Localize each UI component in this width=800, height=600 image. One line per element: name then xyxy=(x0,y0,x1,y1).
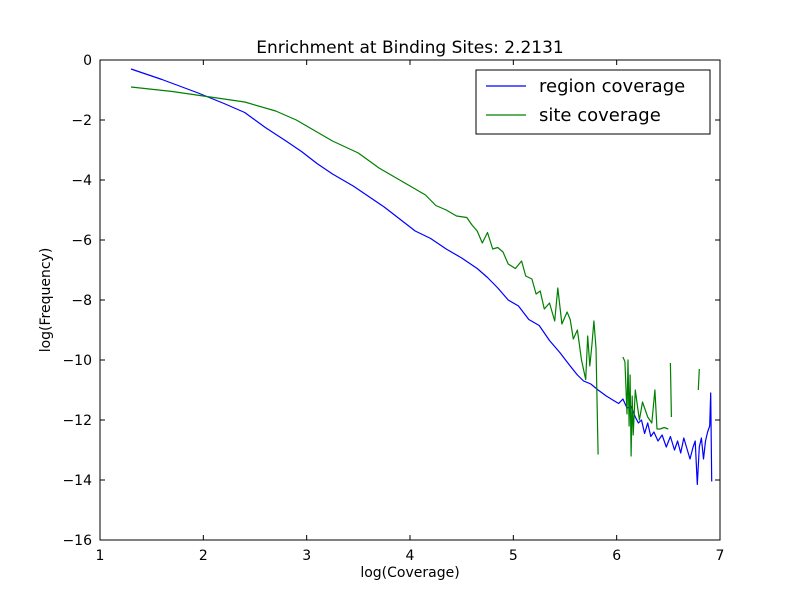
series-layer xyxy=(130,68,713,486)
y-tick-label: −2 xyxy=(71,113,92,129)
series-line-site-coverage-segment-2 xyxy=(669,362,672,418)
legend-box xyxy=(475,69,711,135)
y-tick-label: −10 xyxy=(62,353,92,369)
plot-area: 1 2 3 4 5 6 7 0 −2 −4 −6 −8 −10 −12 −14 −16 xyxy=(62,53,724,564)
legend-label-region-coverage: region coverage xyxy=(539,76,685,97)
y-tick-label: −14 xyxy=(62,473,92,489)
chart-title: Enrichment at Binding Sites: 2.2131 xyxy=(256,38,563,58)
y-tick-label: −4 xyxy=(71,173,92,189)
y-tick-label: −6 xyxy=(71,233,92,249)
y-axis-label: log(Frequency) xyxy=(38,248,54,353)
y-tick-label: −12 xyxy=(62,413,92,429)
series-line-region-coverage xyxy=(130,68,713,486)
legend-label-site-coverage: site coverage xyxy=(539,105,661,126)
series-line-site-coverage-segment-1 xyxy=(622,356,669,457)
x-tick-label: 7 xyxy=(716,548,725,564)
legend: region coverage site coverage xyxy=(475,69,711,135)
x-tick-label: 2 xyxy=(199,548,208,564)
plot-background xyxy=(100,60,720,540)
x-tick-label: 5 xyxy=(509,548,518,564)
series-line-site-coverage-segment-3 xyxy=(697,368,700,391)
y-tick-label: 0 xyxy=(83,53,92,69)
plot-frame xyxy=(99,59,721,541)
x-tick-label: 4 xyxy=(406,548,415,564)
x-tick-label: 3 xyxy=(302,548,311,564)
x-axis-label: log(Coverage) xyxy=(360,565,459,581)
y-tick-label: −8 xyxy=(71,293,92,309)
x-tick-label: 6 xyxy=(612,548,621,564)
y-tick-label: −16 xyxy=(62,533,92,549)
series-line-site-coverage xyxy=(130,86,599,455)
x-tick-label: 1 xyxy=(96,548,105,564)
